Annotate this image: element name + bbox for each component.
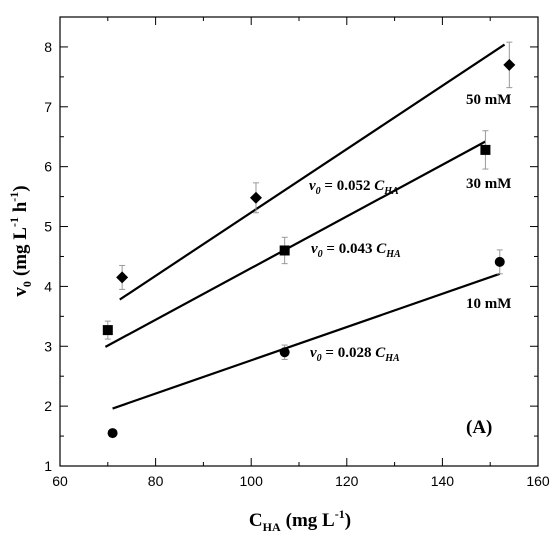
y-tick-label: 1 <box>44 458 52 474</box>
series-label-10mm: 10 mM <box>466 296 511 312</box>
marker-circle <box>494 256 505 267</box>
equation-30mm: v0 = 0.043 CHA <box>311 241 401 260</box>
panel-label: (A) <box>466 417 492 438</box>
y-axis-title: v0(mg L-1 h-1) <box>7 185 34 296</box>
y-tick-label: 6 <box>44 159 52 175</box>
x-tick-label: 80 <box>148 473 164 489</box>
fit-line-50mm <box>119 43 506 301</box>
x-tick-label: 160 <box>526 473 550 489</box>
equation-50mm: v0 = 0.052 CHA <box>309 178 399 197</box>
marker-diamond <box>249 191 262 204</box>
marker-diamond <box>503 58 516 71</box>
marker-square <box>279 245 290 256</box>
x-tick-label: 120 <box>335 473 359 489</box>
y-tick-label: 5 <box>44 219 52 235</box>
y-tick-label: 3 <box>44 338 52 354</box>
y-tick-label: 4 <box>44 278 52 294</box>
marker-square <box>480 144 491 155</box>
y-tick-label: 7 <box>44 99 52 115</box>
marker-circle <box>279 347 290 358</box>
y-tick-label: 8 <box>44 39 52 55</box>
fit-line-30mm <box>104 140 486 348</box>
marker-circle <box>107 428 118 439</box>
y-tick-label: 2 <box>44 398 52 414</box>
axis-ticks: 60 80 100 120 140 160 1 2 3 4 5 6 7 8 <box>44 16 550 489</box>
data-markers <box>102 58 516 439</box>
series-label-30mm: 30 mM <box>466 176 511 192</box>
x-axis-title: CHA (mg L-1) <box>249 507 351 534</box>
series-label-50mm: 50 mM <box>466 92 511 108</box>
marker-diamond <box>116 271 129 284</box>
fit-lines <box>104 43 506 410</box>
x-tick-label: 140 <box>431 473 455 489</box>
marker-square <box>102 325 113 336</box>
x-tick-label: 100 <box>240 473 264 489</box>
equation-10mm: v0 = 0.028 CHA <box>310 345 400 364</box>
x-tick-label: 60 <box>52 473 68 489</box>
error-bars <box>104 41 513 360</box>
fit-line-10mm <box>112 272 501 410</box>
